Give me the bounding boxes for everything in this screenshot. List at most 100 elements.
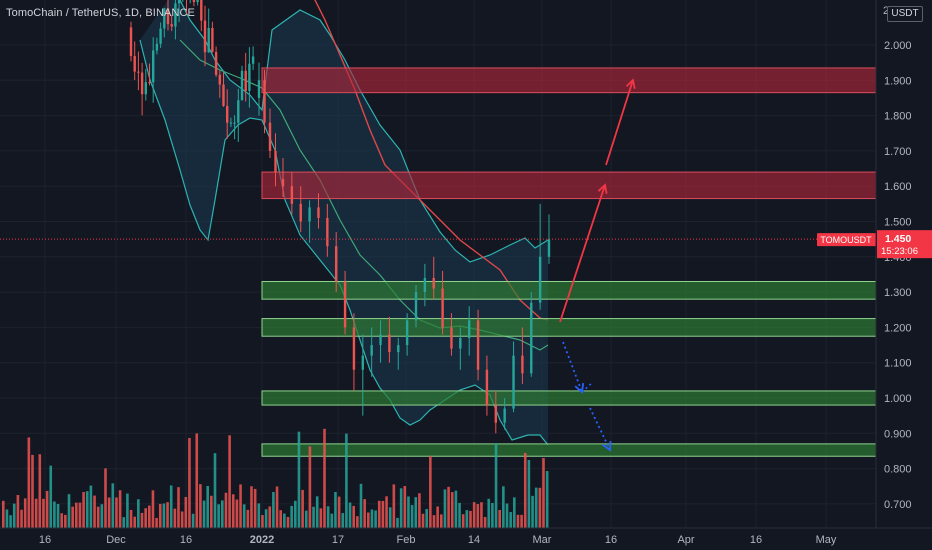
volume-bar (217, 504, 220, 528)
last-price-value: 1.450 (885, 233, 911, 245)
volume-bar (494, 443, 498, 528)
volume-bar (440, 514, 443, 528)
volume-bar (115, 497, 118, 528)
volume-bar (78, 502, 82, 528)
volume-bar (173, 508, 177, 528)
candle-body (144, 82, 147, 95)
price-zones[interactable] (261, 67, 877, 457)
volume-bar (166, 502, 169, 528)
support-zone[interactable] (261, 443, 877, 457)
volume-bar (429, 455, 432, 528)
volume-bar (381, 500, 385, 528)
price-tick-label: 1.700 (884, 146, 912, 158)
price-axis[interactable]: 22.0001.9001.8001.7001.6001.5001.4001.30… (875, 0, 932, 528)
time-tick-label: Feb (397, 534, 416, 546)
candle-body (196, 0, 199, 3)
time-axis[interactable]: 16 Dec 16 2022 17 Feb 14 Mar 16 Apr 16 May (0, 527, 932, 550)
currency-badge[interactable]: USDT (887, 6, 923, 22)
volume-bar (148, 505, 151, 528)
volume-bar (458, 502, 461, 528)
arrow-up-to-resistance-2-head (625, 78, 636, 90)
volume-bar (297, 431, 301, 528)
volume-bar (483, 516, 487, 528)
volume-bar (523, 452, 527, 528)
volume-bar (89, 485, 93, 528)
volume-bar (513, 497, 516, 528)
resistance-zone[interactable] (261, 171, 877, 200)
volume-bar (403, 486, 407, 528)
arrow-up-to-resistance-2[interactable] (605, 79, 634, 166)
volume-bar (2, 500, 5, 528)
volume-bar (487, 498, 491, 528)
candle-body (326, 217, 329, 247)
volume-bar (414, 497, 418, 528)
candle-body (268, 122, 272, 151)
time-tick-label: May (816, 534, 837, 546)
candle-body (263, 80, 266, 123)
volume-bar (253, 488, 257, 528)
volume-bar (505, 503, 509, 528)
candle-body (423, 277, 427, 293)
price-tick-label: 0.700 (884, 499, 912, 511)
candle-body (159, 28, 162, 44)
volume-bar (53, 501, 56, 528)
candle-body (335, 246, 338, 282)
projection-arrows[interactable] (559, 78, 636, 452)
last-price-line: TOMOUSDT (0, 233, 876, 247)
volume-bar (290, 505, 293, 528)
volume-bar (64, 514, 67, 528)
support-zone[interactable] (261, 390, 877, 406)
symbol-label-bg (817, 233, 876, 247)
resistance-zone[interactable] (261, 67, 877, 94)
volume-bar (246, 509, 250, 528)
time-tick-label: 14 (468, 534, 480, 546)
volume-bar (436, 506, 439, 528)
arrow-up-to-resistance-1[interactable] (559, 184, 606, 323)
candle-body (251, 56, 255, 64)
volume-bar (538, 487, 542, 528)
candle-body (203, 20, 207, 53)
volume-bar (56, 503, 60, 528)
volume-bar (359, 483, 363, 528)
price-tick-label: 1.800 (884, 111, 912, 123)
volume-bar (319, 508, 323, 528)
candle-body (274, 150, 277, 173)
volume-bar (67, 494, 71, 528)
bar-countdown: 15:23:06 (881, 246, 918, 257)
volume-bar (465, 510, 469, 528)
volume-bar (191, 513, 195, 528)
volume-bar (27, 437, 31, 528)
candle-body (129, 27, 133, 57)
last-price-badge[interactable] (877, 230, 932, 259)
volume-bar (34, 498, 38, 528)
volume-bars (2, 428, 549, 528)
volume-bar (370, 509, 374, 528)
volume-bar (213, 453, 217, 528)
volume-bar (82, 491, 85, 528)
volume-bar (476, 504, 480, 528)
volume-bar (330, 513, 334, 528)
volume-bar (206, 485, 209, 528)
candle-body (547, 239, 551, 257)
candle-body (450, 327, 453, 349)
symbol-title[interactable]: TomoChain / TetherUS, 1D, BINANCE (6, 7, 195, 19)
candle-body (214, 51, 218, 75)
candle-body (155, 43, 159, 51)
volume-bar (534, 487, 538, 528)
volume-bar (31, 454, 34, 528)
candle-body (388, 334, 391, 353)
time-tick-label: 2022 (250, 534, 274, 546)
volume-bar (12, 503, 16, 528)
volume-bar (450, 492, 454, 528)
volume-bar (242, 504, 246, 528)
price-tick-label: 1.900 (884, 75, 912, 87)
candle-body (494, 405, 497, 423)
arrow-down-to-support-1[interactable] (562, 341, 583, 393)
price-tick-label: 1.200 (884, 322, 912, 334)
candle-body (414, 292, 418, 321)
price-tick-label: 2 (883, 5, 889, 17)
price-tick-label: 1.600 (884, 181, 912, 193)
volume-bar (23, 498, 27, 528)
arrow-down-to-support-2-head (602, 440, 612, 452)
